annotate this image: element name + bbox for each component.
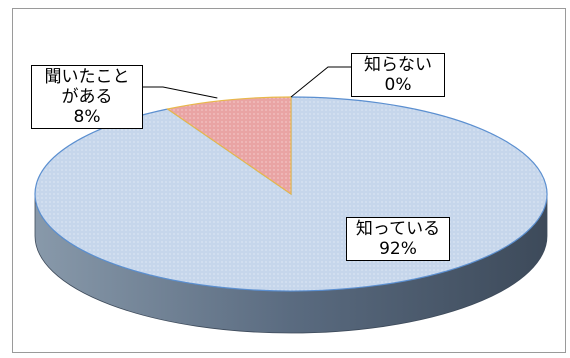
label-dontknow-name: 知らない (364, 55, 432, 75)
label-heard-line2: がある (61, 87, 113, 107)
label-know: 知っている 92% (346, 217, 450, 261)
slice-heard (166, 96, 292, 196)
leader-heard (143, 86, 218, 99)
label-dontknow: 知らない 0% (351, 53, 445, 97)
label-know-value: 92% (379, 239, 417, 259)
leader-dontknow (290, 66, 351, 98)
label-dontknow-value: 0% (384, 75, 412, 95)
pie-chart (34, 66, 548, 334)
label-heard: 聞いたこと がある 8% (31, 65, 143, 129)
label-heard-value: 8% (73, 107, 101, 127)
label-know-name: 知っている (355, 219, 441, 239)
chart-frame: 知っている 92% 聞いたこと がある 8% 知らない 0% (12, 8, 566, 353)
label-heard-line1: 聞いたこと (44, 67, 130, 87)
leader-lines (143, 66, 351, 99)
